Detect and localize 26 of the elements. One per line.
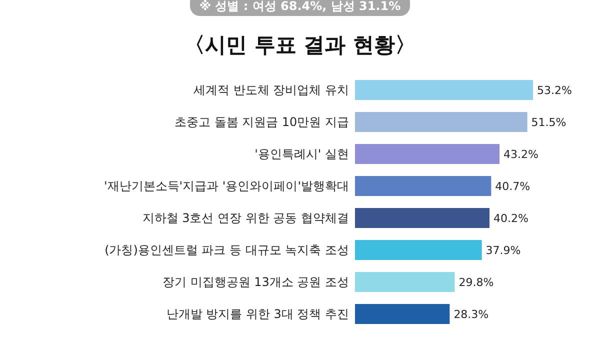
y-tick-label: 난개발 방지를 위한 3대 정책 추진 [166,307,349,321]
data-label: 43.2% [504,148,538,161]
bar [355,208,490,228]
bar [355,144,500,164]
bar [355,80,533,100]
text: ※ 성별 : 여성 68.4%, 남성 31.1% [199,0,401,13]
y-tick-label: 장기 미집행공원 13개소 공원 조성 [162,275,349,289]
data-label: 51.5% [531,116,566,129]
data-label: 29.8% [458,276,494,289]
bar [355,176,492,196]
bar [355,304,450,324]
y-tick-label: '용인특례시' 실현 [254,147,349,161]
bar [355,240,482,260]
chart-title: 〈시민 투표 결과 현황〉 [184,33,416,57]
bar [355,112,528,132]
data-label: 53.2% [537,84,572,97]
y-tick-label: '재난기본소득'지급과 '용인와이페이'발행확대 [104,179,349,193]
y-tick-label: 지하철 3호선 연장 위한 공동 협약체결 [142,211,349,225]
bar [355,272,455,292]
y-tick-label: (가칭)용인센트럴 파크 등 대규모 녹지축 조성 [104,243,349,257]
y-tick-label: 세계적 반도체 장비업체 유치 [194,83,349,97]
data-label: 28.3% [454,308,489,321]
data-label: 40.7% [495,180,530,193]
data-label: 37.9% [486,244,521,257]
data-label: 40.2% [494,212,528,225]
y-tick-label: 초중고 돌봄 지원금 10만원 지급 [174,115,349,129]
